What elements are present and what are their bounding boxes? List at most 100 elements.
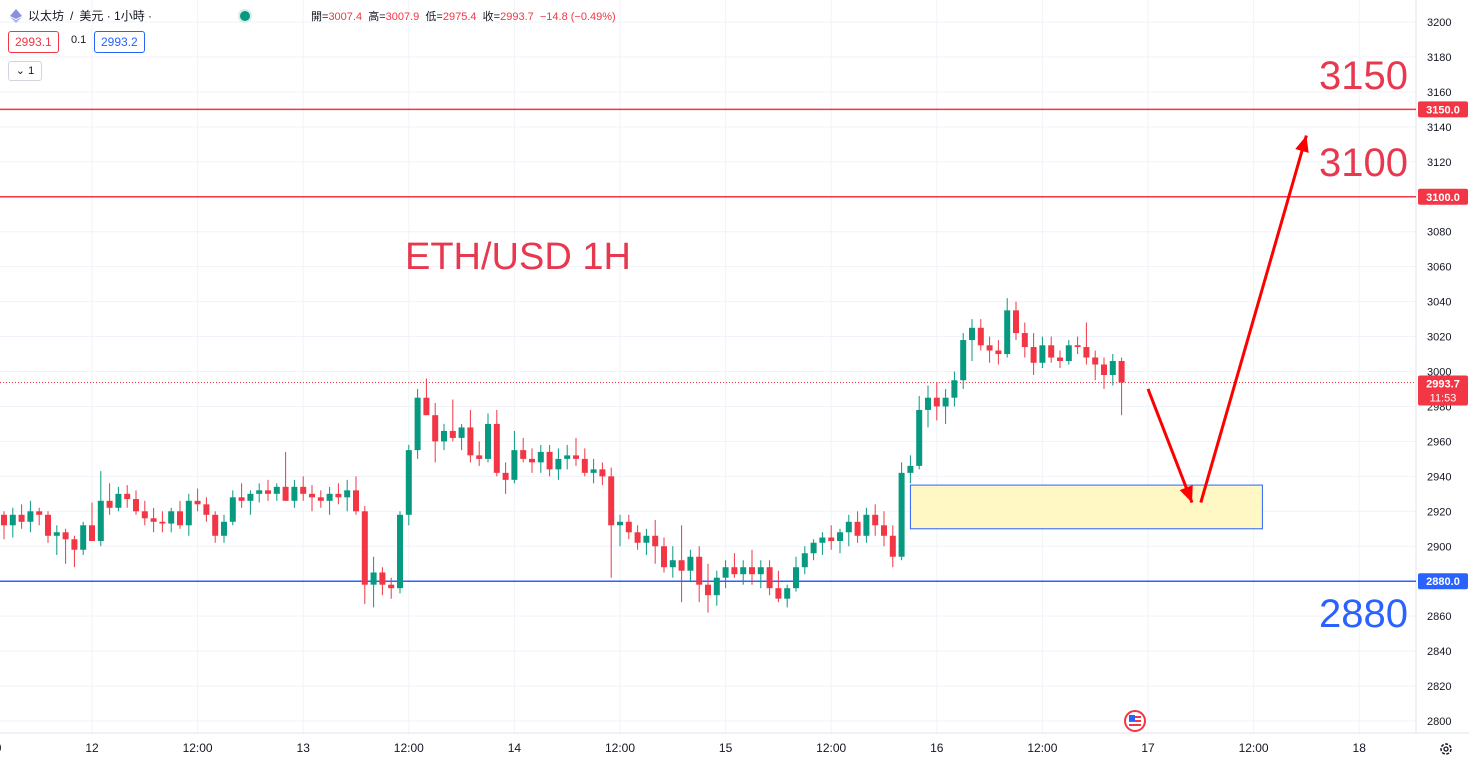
time-tick-label: 16 xyxy=(930,741,944,755)
level-axis-badge xyxy=(1418,101,1468,118)
spread-value: 0.1 xyxy=(71,34,87,46)
candle-body xyxy=(221,521,227,536)
last-price-badge xyxy=(1418,375,1468,406)
candle-body xyxy=(687,556,694,571)
candle-body xyxy=(925,397,931,410)
candle-body xyxy=(933,397,940,407)
candle-body xyxy=(845,521,852,533)
level-axis-badge xyxy=(1418,188,1468,205)
ohlc-high-value: 3007.9 xyxy=(385,11,420,23)
ohlc-high-key: 高= xyxy=(368,11,386,23)
candle-body xyxy=(344,490,351,498)
forecast-arrow xyxy=(1146,388,1194,504)
candle-body xyxy=(573,455,579,459)
candle-body xyxy=(643,535,650,543)
candle-body xyxy=(546,451,553,470)
candle-body xyxy=(907,465,914,473)
candle-body xyxy=(986,345,993,351)
candle-body xyxy=(485,423,491,459)
symbol-title[interactable]: 以太坊 / 美元 · 1小時 · xyxy=(10,7,253,24)
candle-body xyxy=(53,532,60,536)
time-tick-label: 12 xyxy=(85,741,99,755)
candle-body xyxy=(1048,345,1055,358)
candle-body xyxy=(414,397,421,451)
candle-body xyxy=(361,511,368,585)
last-price-label: 2993.7 xyxy=(1426,379,1460,391)
candle-body xyxy=(705,584,711,596)
demand-zone xyxy=(909,484,1263,530)
buy-price-button[interactable]: 2993.2 xyxy=(94,31,145,53)
candle-body xyxy=(388,584,395,589)
candle-body xyxy=(1083,347,1090,358)
candle-body xyxy=(309,493,315,498)
price-tick-label: 3180 xyxy=(1427,52,1451,64)
candle-body xyxy=(168,511,175,524)
price-tick-label: 3060 xyxy=(1427,262,1451,274)
indicator-collapse-button[interactable]: ⌄ 1 xyxy=(8,61,42,81)
candle-body xyxy=(617,521,623,526)
candle-body xyxy=(229,497,236,522)
candle-body xyxy=(951,380,958,398)
price-tick-label: 3120 xyxy=(1427,157,1451,169)
candle-body xyxy=(432,415,439,442)
candle-body xyxy=(326,493,333,501)
price-tick-label: 2960 xyxy=(1427,436,1451,448)
gear-icon[interactable] xyxy=(1438,741,1454,757)
price-tick-label: 2900 xyxy=(1427,541,1451,553)
candle-body xyxy=(1101,364,1107,375)
chevron-down-icon: ⌄ xyxy=(15,65,26,77)
time-tick-label: 18 xyxy=(1353,741,1367,755)
candle-body xyxy=(713,577,720,596)
candle-body xyxy=(793,567,799,589)
ethereum-icon xyxy=(10,8,22,23)
price-tick-label: 2840 xyxy=(1427,646,1451,658)
candle-body xyxy=(27,511,34,522)
candle-body xyxy=(467,427,474,456)
candle-body xyxy=(212,514,219,536)
candle-body xyxy=(62,532,69,540)
candle-body xyxy=(608,476,615,526)
us-flag-event-icon[interactable] xyxy=(1124,710,1146,732)
price-tick-label: 2860 xyxy=(1427,611,1451,623)
candle-body xyxy=(141,511,148,519)
candle-body xyxy=(405,450,412,515)
candle-body xyxy=(379,572,386,585)
candle-body xyxy=(564,455,571,459)
symbol-name: 以太坊 xyxy=(28,9,65,23)
candle-body xyxy=(1,514,7,526)
time-tick-label: 12:00 xyxy=(1027,741,1057,755)
price-tick-label: 3140 xyxy=(1427,122,1451,134)
candle-body xyxy=(1013,310,1019,334)
ohlc-low-value: 2975.4 xyxy=(442,11,477,23)
candle-body xyxy=(661,546,667,568)
candle-body xyxy=(1118,361,1125,383)
level-label-2880: 2880 xyxy=(1319,592,1408,636)
symbol-separator: / xyxy=(70,8,74,23)
candle-body xyxy=(458,427,465,438)
sell-price-button[interactable]: 2993.1 xyxy=(8,31,59,53)
price-tick-label: 3020 xyxy=(1427,332,1451,344)
level-axis-label: 3100.0 xyxy=(1426,192,1460,204)
candle-body xyxy=(124,493,131,500)
candle-body xyxy=(634,532,641,543)
candle-body xyxy=(863,514,870,536)
candle-body xyxy=(1092,357,1099,365)
price-tick-label: 2920 xyxy=(1427,506,1451,518)
time-tick-label: 14 xyxy=(508,741,522,755)
candle-body xyxy=(942,397,949,407)
time-tick-label: 12:00 xyxy=(605,741,635,755)
price-tick-label: 3000 xyxy=(1427,367,1451,379)
candle-body xyxy=(1030,347,1037,363)
candle-body xyxy=(625,521,632,533)
candle-body xyxy=(1109,361,1116,375)
chart-header: 以太坊 / 美元 · 1小時 · 開=3007.4 高=3007.9 低=297… xyxy=(0,0,900,81)
price-tick-label: 2800 xyxy=(1427,716,1451,728)
candle-body xyxy=(872,514,879,526)
candle-body xyxy=(273,486,280,494)
candle-body xyxy=(45,514,51,536)
ohlc-low-key: 低= xyxy=(425,11,443,23)
candle-body xyxy=(441,430,447,442)
candle-body xyxy=(1021,333,1028,348)
forecast-arrowhead xyxy=(1179,485,1193,503)
